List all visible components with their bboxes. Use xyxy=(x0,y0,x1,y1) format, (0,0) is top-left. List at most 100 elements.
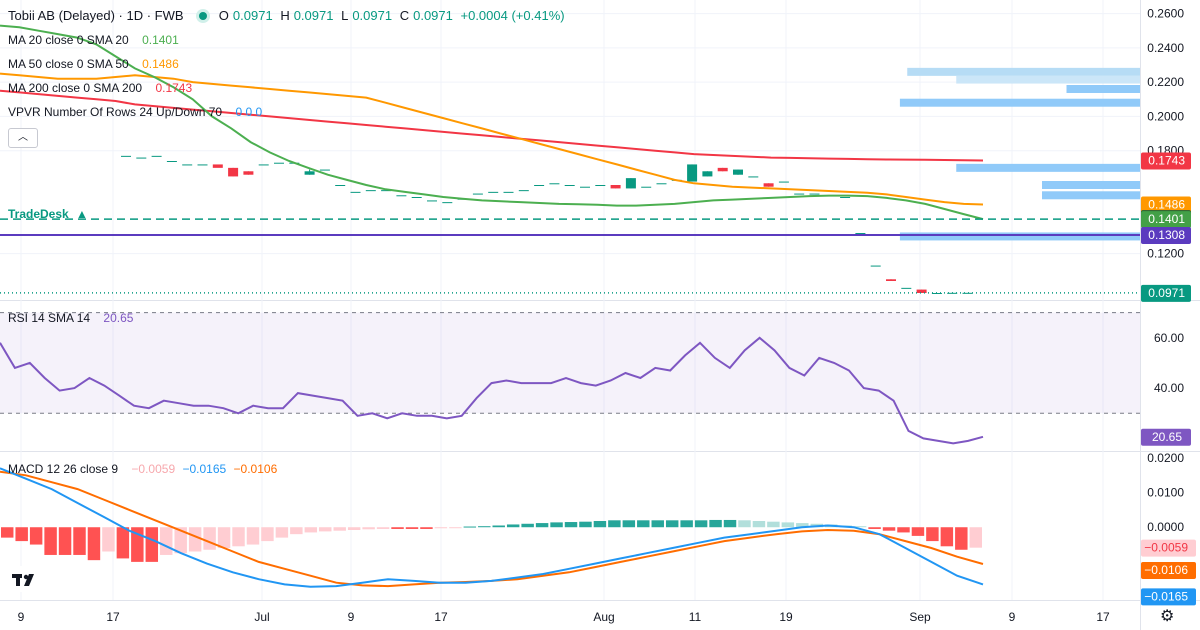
ohlc-l: 0.0971 xyxy=(352,8,393,23)
macd-histogram-bar xyxy=(449,527,462,529)
macd-histogram-bar xyxy=(261,527,274,542)
macd-tick-label: 0.0200 xyxy=(1147,451,1184,465)
macd-histogram-bar xyxy=(492,525,505,528)
x-tick-label: Aug xyxy=(593,610,614,624)
tradingview-logo[interactable] xyxy=(8,566,40,592)
legend-rsi-value: 20.65 xyxy=(103,311,134,325)
legend-macd-label: MACD 12 26 close 9 xyxy=(8,462,119,476)
candle xyxy=(319,169,330,171)
legend-macd-hist: −0.0059 xyxy=(131,462,176,476)
vpvr-bar xyxy=(1066,85,1140,93)
legend-ma50[interactable]: MA 50 close 0 SMA 50 0.1486 xyxy=(8,56,183,72)
vpvr-bar xyxy=(1042,181,1140,189)
candle xyxy=(166,161,177,162)
candle xyxy=(778,181,789,183)
candle xyxy=(228,167,239,177)
macd-histogram-bar xyxy=(246,527,260,545)
price-label-box xyxy=(1141,284,1191,302)
ohlc-h-label: H xyxy=(280,8,290,23)
legend-rsi[interactable]: RSI 14 SMA 14 20.65 xyxy=(8,310,137,326)
macd-histogram-bar xyxy=(232,527,245,547)
macd-histogram-bar xyxy=(651,520,664,528)
candle xyxy=(488,191,499,193)
legend-ma200-label: MA 200 close 0 SMA 200 xyxy=(8,81,143,95)
candle xyxy=(656,183,667,185)
candle xyxy=(212,164,223,168)
price-label-box xyxy=(1141,196,1191,214)
macd-histogram-bar xyxy=(347,527,361,531)
legend-vpvr[interactable]: VPVR Number Of Rows 24 Up/Down 70 0 0 0 xyxy=(8,104,266,120)
y-tick-label: 0.2600 xyxy=(1147,7,1184,21)
vpvr-bar xyxy=(899,98,1140,107)
macd-histogram-bar xyxy=(391,527,404,529)
price-label-box xyxy=(1141,211,1191,229)
macd-histogram-bar xyxy=(102,527,115,552)
macd-histogram-bar xyxy=(478,526,491,528)
candle xyxy=(610,185,621,189)
candle xyxy=(717,167,728,172)
gear-icon[interactable]: ⚙ xyxy=(1160,608,1175,625)
legend-ma200-value: 0.1743 xyxy=(155,81,193,95)
ma20-line xyxy=(0,24,984,221)
tradedesk-label: TradeDesk xyxy=(8,207,69,221)
candle xyxy=(580,186,590,188)
macd-histogram-bar xyxy=(622,520,636,528)
macd-histogram-bar xyxy=(752,520,766,528)
legend-ma20[interactable]: MA 20 close 0 SMA 20 0.1401 xyxy=(8,32,183,48)
macd-histogram-bar xyxy=(911,527,925,536)
tradedesk-annotation[interactable]: TradeDesk ▲ xyxy=(8,206,92,222)
rsi-tick-label: 60.00 xyxy=(1154,331,1184,345)
x-tick-label: 17 xyxy=(1096,610,1110,624)
macd-histogram-bar xyxy=(376,527,390,529)
candle xyxy=(840,197,851,198)
x-tick-label: Jul xyxy=(254,610,269,624)
macd-histogram-bar xyxy=(853,526,867,528)
symbol-title[interactable]: Tobii AB (Delayed) · 1D · FWB xyxy=(8,8,184,23)
candle xyxy=(365,190,376,192)
vpvr-bar xyxy=(1042,191,1140,200)
ohlc-o: 0.0971 xyxy=(232,8,273,23)
macd-histogram-bar xyxy=(564,522,578,528)
vpvr-bar xyxy=(907,67,1140,76)
macd-histogram-bar xyxy=(116,527,130,559)
rsi-value-box xyxy=(1141,428,1191,446)
legend-ma20-value: 0.1401 xyxy=(142,33,179,47)
macd-histogram-bar xyxy=(897,527,910,533)
legend-ma200[interactable]: MA 200 close 0 SMA 200 0.1743 xyxy=(8,80,196,96)
candle xyxy=(901,287,912,289)
macd-histogram-bar xyxy=(203,527,216,550)
price-label: 0.1743 xyxy=(1148,153,1185,167)
macd-histogram-bar xyxy=(174,527,187,554)
ohlc-h: 0.0971 xyxy=(293,8,334,23)
price-label-box xyxy=(1141,152,1191,170)
candle xyxy=(442,202,453,204)
macd-value-label: −0.0106 xyxy=(1144,563,1188,577)
candle xyxy=(121,155,131,157)
macd-histogram-bar xyxy=(579,521,592,528)
candle xyxy=(564,185,575,186)
macd-histogram-bar xyxy=(73,527,86,555)
candle xyxy=(503,191,514,193)
macd-histogram-bar xyxy=(362,527,375,530)
ma50-line xyxy=(0,72,984,206)
legend-macd[interactable]: MACD 12 26 close 9 −0.0059 −0.0165 −0.01… xyxy=(8,461,281,477)
macd-histogram-bar xyxy=(955,527,968,550)
macd-histogram-bar xyxy=(319,527,332,532)
macd-histogram-bar xyxy=(926,527,939,542)
collapse-legend-button[interactable]: ︿ xyxy=(8,128,38,148)
candle xyxy=(518,190,529,192)
tradingview-logo-icon xyxy=(12,574,34,586)
macd-histogram-bar xyxy=(405,527,419,529)
macd-histogram-bar xyxy=(420,527,433,529)
triangle-up-icon: ▲ xyxy=(76,207,88,221)
macd-label-box xyxy=(1141,561,1196,579)
x-tick-label: 9 xyxy=(18,610,25,624)
macd-histogram-bar xyxy=(1,527,14,538)
price-label: 0.1308 xyxy=(1148,228,1185,242)
ohlc-c-label: C xyxy=(399,8,410,23)
candle xyxy=(916,289,927,293)
macd-histogram-bar xyxy=(868,527,881,529)
candle xyxy=(641,186,652,188)
